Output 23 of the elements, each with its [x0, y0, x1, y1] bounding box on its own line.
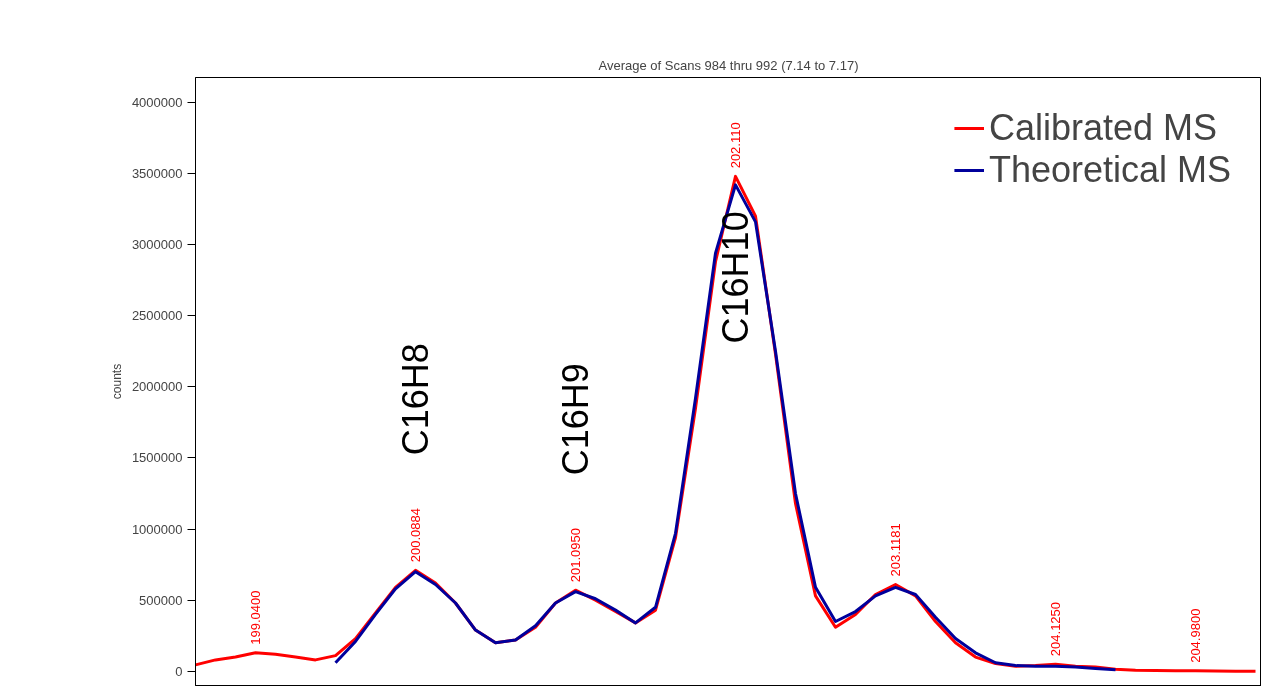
y-tick-label: 3500000	[131, 166, 183, 181]
y-tick-label: 1000000	[131, 521, 183, 537]
y-tick-label: 0	[175, 663, 183, 679]
annotation: 201.0950	[568, 527, 583, 583]
annotation: C16H8	[395, 343, 436, 456]
y-axis-title: counts	[109, 363, 124, 400]
y-tick-label: 3000000	[131, 237, 183, 253]
annotation: 204.9800	[1188, 608, 1203, 663]
y-tick-label: 4000000	[131, 94, 183, 110]
legend-label: Calibrated MS	[988, 107, 1217, 149]
annotation: 199.0400	[248, 590, 263, 645]
y-tick-label: 1500000	[131, 450, 183, 466]
annotation: 202.110	[728, 122, 743, 169]
annotation: C16H10	[715, 211, 756, 344]
annotation: 204.1250	[1048, 601, 1063, 657]
annotation: 200.0884	[408, 508, 423, 563]
y-tick-label: 500000	[139, 592, 183, 608]
legend-label: Theoretical MS	[988, 149, 1231, 191]
annotation: C16H9	[555, 363, 596, 476]
annotation: 203.1181	[888, 523, 903, 577]
chart-title: Average of Scans 984 thru 992 (7.14 to 7.17)	[598, 57, 859, 73]
y-tick-label: 2500000	[131, 308, 183, 324]
y-tick-label: 2000000	[131, 379, 183, 395]
